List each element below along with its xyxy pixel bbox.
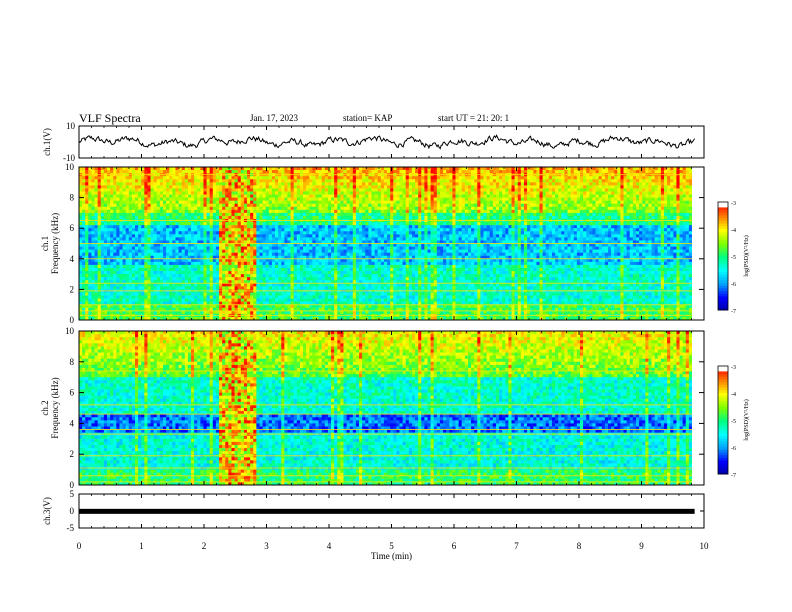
ch1-colorbar-tick: -6 [731, 282, 736, 288]
x-tick-label: 0 [77, 541, 82, 551]
ch1-ytick-bottom: -10 [63, 153, 75, 163]
station-label: station= KAP [343, 113, 392, 123]
ch3-ytick: -5 [67, 523, 75, 533]
ch2-ylabel-frequency: Frequency (kHz) [50, 377, 60, 438]
x-tick-label: 9 [639, 541, 644, 551]
x-tick-label: 4 [327, 541, 332, 551]
ch1-ytick: 2 [70, 284, 75, 294]
ch3-ytick: 0 [70, 506, 75, 516]
x-tick-label: 3 [264, 541, 269, 551]
ch1-ytick-top: 10 [66, 121, 76, 131]
ch2-ytick: 8 [70, 357, 75, 367]
ch2-ytick: 2 [70, 449, 75, 459]
ch3-ytick: 5 [70, 489, 75, 499]
x-tick-label: 1 [139, 541, 144, 551]
ch2-colorbar-tick: -5 [731, 419, 736, 425]
ch1-ytick: 8 [70, 193, 75, 203]
ch1-ylabel-channel: ch.1 [40, 236, 50, 251]
date-label: Jan. 17, 2023 [250, 113, 298, 123]
ch1-ytick: 10 [65, 162, 75, 172]
ch1-colorbar-tick: -4 [731, 228, 736, 234]
ch1-ytick: 6 [70, 223, 75, 233]
ch1-colorbar-label: log(PSD)(V²/Hz) [743, 235, 750, 276]
ch1-waveform-line [78, 134, 696, 150]
ch2-colorbar-tick: -4 [731, 392, 736, 398]
ch3-waveform-ylabel: ch.3(V) [42, 497, 52, 525]
x-tick-label: 6 [452, 541, 457, 551]
x-tick-label: 5 [389, 541, 394, 551]
ch1-colorbar [718, 202, 728, 311]
ch1-waveform-frame [78, 125, 705, 159]
ch2-colorbar-tick: -3 [731, 365, 736, 371]
ch1-colorbar-tick: -5 [731, 255, 736, 261]
ch1-colorbar-tick: -7 [731, 309, 736, 315]
ch1-spectrogram [79, 167, 693, 321]
ch2-ytick: 4 [70, 418, 75, 428]
figure-title: VLF Spectra [79, 111, 141, 126]
ch1-colorbar-tick: -3 [731, 201, 736, 207]
ch2-ytick: 6 [70, 388, 75, 398]
ch1-ylabel-frequency: Frequency (kHz) [50, 213, 60, 274]
ch2-ylabel-channel: ch.2 [40, 400, 50, 415]
ch2-colorbar-tick: -6 [731, 446, 736, 452]
x-tick-label: 2 [202, 541, 207, 551]
ch3-waveform-line [79, 508, 695, 514]
ch2-colorbar [718, 366, 728, 475]
ch2-colorbar-label: log(PSD)(V²/Hz) [743, 399, 750, 440]
ch1-ytick: 4 [70, 254, 75, 264]
ch2-spectrogram [79, 331, 693, 486]
x-tick-label: 7 [514, 541, 519, 551]
ch2-ytick: 0 [70, 480, 75, 490]
ch2-colorbar-tick: -7 [731, 473, 736, 479]
x-tick-label: 8 [577, 541, 582, 551]
ch2-ytick: 10 [65, 326, 75, 336]
ch1-waveform-ylabel: ch.1(V) [42, 128, 52, 156]
x-tick-label: 10 [700, 541, 710, 551]
start-time-label: start UT = 21: 20: 1 [438, 113, 509, 123]
x-axis-label: Time (min) [371, 551, 412, 561]
ch1-ytick: 0 [70, 315, 75, 325]
